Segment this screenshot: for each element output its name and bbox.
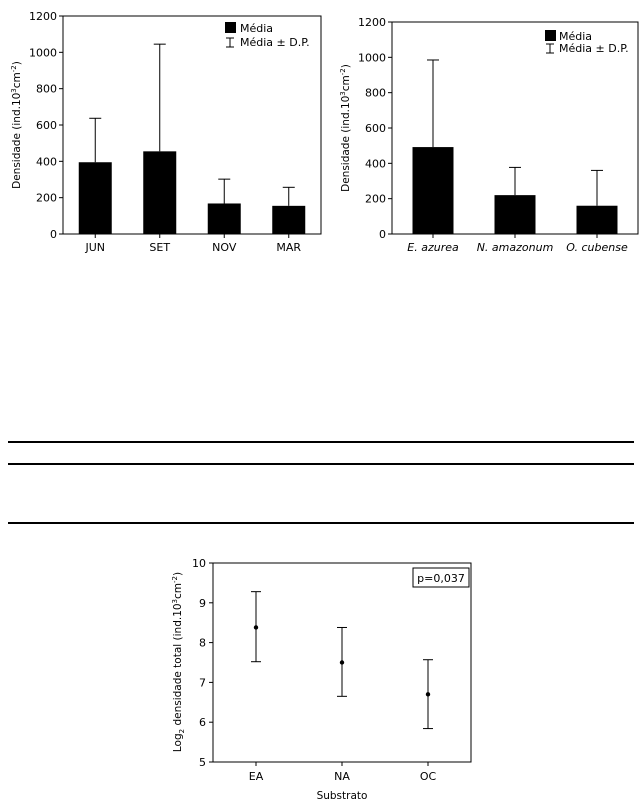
x-tick-label: NOV xyxy=(212,241,237,254)
bar-nov xyxy=(207,203,241,234)
x-tick-label: SET xyxy=(149,241,170,254)
y-axis-label: Densidade (ind.103cm-2) xyxy=(339,64,352,192)
p-value-annotation: p=0,037 xyxy=(417,572,465,585)
bar-set xyxy=(143,151,177,234)
y-tick-label: 7 xyxy=(199,676,206,689)
x-tick-label: OC xyxy=(420,770,437,783)
y-axis-label: Densidade (ind.103cm-2) xyxy=(10,61,23,189)
legend-sd-symbol xyxy=(546,43,554,54)
legend-sd-label: Média ± D.P. xyxy=(559,42,629,55)
mean-point-oc xyxy=(425,692,431,697)
y-tick-label: 1200 xyxy=(29,10,57,23)
chart-seasonal-density: 0 200 400 600 800 1000 1200 JUN SET NOV MAR Densi… xyxy=(10,10,322,254)
y-tick-label: 1000 xyxy=(358,51,386,64)
chart-substrate-density: 0 200 400 600 800 1000 1200 E. azurea N. amazon… xyxy=(339,16,639,254)
y-tick-label: 10 xyxy=(192,557,206,570)
bar-n-amazonum xyxy=(494,195,536,234)
y-tick-label: 0 xyxy=(50,228,57,241)
legend-mean-label: Média xyxy=(559,30,592,43)
y-tick-label: 0 xyxy=(379,228,386,241)
bar-o-cubense xyxy=(576,205,618,234)
annotation-box xyxy=(412,567,470,588)
y-tick-label: 400 xyxy=(365,157,386,170)
y-tick-label: 6 xyxy=(199,716,206,729)
x-tick-label: N. amazonum xyxy=(477,241,554,254)
mean-point-na xyxy=(339,660,345,665)
bar-mar xyxy=(272,205,306,234)
y-tick-label: 9 xyxy=(199,597,206,610)
y-tick-label: 600 xyxy=(36,119,57,132)
bar-e-azurea xyxy=(412,147,454,234)
y-tick-label: 800 xyxy=(36,83,57,96)
x-tick-label: JUN xyxy=(84,241,105,254)
y-tick-label: 200 xyxy=(365,193,386,206)
x-tick-label: E. azurea xyxy=(407,241,459,254)
chart-log-density-by-substrate: 5 6 7 8 9 10 EA NA OC Substrato Log2 densidade … xyxy=(171,557,472,802)
y-tick-label: 8 xyxy=(199,637,206,650)
legend-mean-swatch xyxy=(225,22,236,33)
legend-sd-label: Média ± D.P. xyxy=(240,36,310,49)
legend-sd-symbol xyxy=(226,37,234,48)
y-tick-label: 600 xyxy=(365,122,386,135)
bar-jun xyxy=(78,162,112,234)
legend-mean-swatch xyxy=(545,30,556,41)
y-tick-label: 800 xyxy=(365,87,386,100)
y-tick-label: 1000 xyxy=(29,46,57,59)
x-tick-label: EA xyxy=(249,770,264,783)
y-tick-label: 1200 xyxy=(358,16,386,29)
x-axis-label: Substrato xyxy=(317,790,368,802)
x-tick-label: NA xyxy=(334,770,350,783)
y-axis-label: Log2 densidade total (ind.103cm-2) xyxy=(171,572,186,752)
legend: Média Média ± D.P. xyxy=(545,30,629,55)
x-tick-label: O. cubense xyxy=(566,241,628,254)
legend: Média Média ± D.P. xyxy=(225,22,310,49)
y-tick-label: 200 xyxy=(36,192,57,205)
mean-point-ea xyxy=(253,625,259,630)
y-tick-label: 5 xyxy=(199,756,206,769)
x-tick-label: MAR xyxy=(276,241,301,254)
legend-mean-label: Média xyxy=(240,22,273,35)
y-tick-label: 400 xyxy=(36,155,57,168)
